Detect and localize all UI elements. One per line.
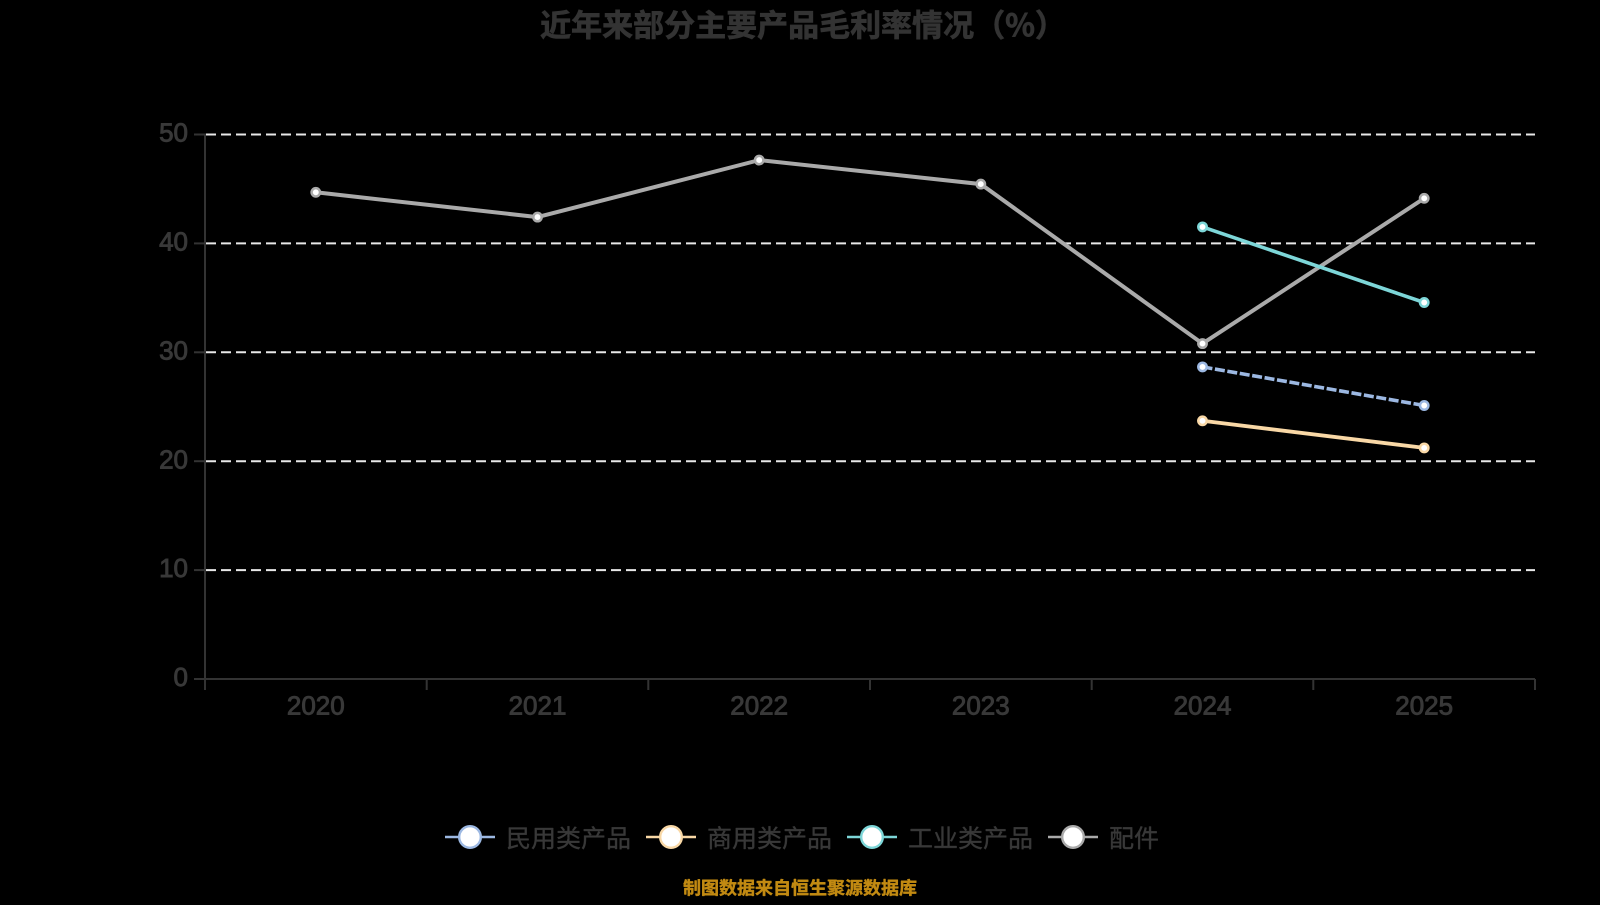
svg-text:40: 40 (159, 227, 188, 257)
svg-text:20: 20 (159, 444, 188, 474)
svg-text:2020: 2020 (287, 690, 345, 720)
svg-text:2022: 2022 (730, 690, 788, 720)
svg-text:2021: 2021 (509, 690, 567, 720)
svg-text:30: 30 (159, 335, 188, 365)
svg-text:10: 10 (159, 553, 188, 583)
svg-text:2025: 2025 (1395, 690, 1453, 720)
svg-text:2024: 2024 (1174, 690, 1232, 720)
svg-text:2023: 2023 (952, 690, 1010, 720)
svg-text:50: 50 (159, 118, 188, 148)
svg-text:0: 0 (174, 662, 188, 692)
